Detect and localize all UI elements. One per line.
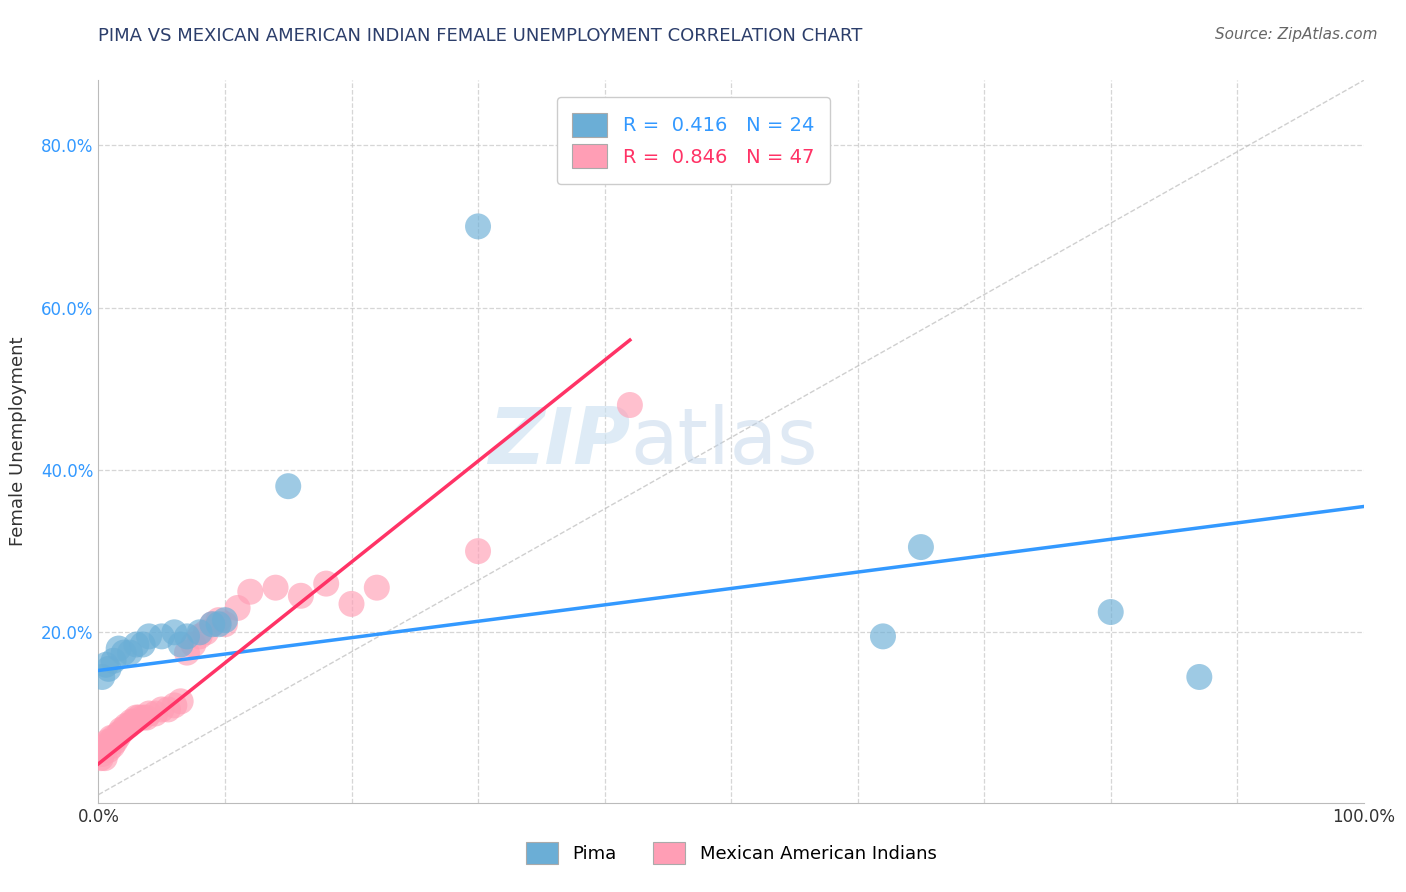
Point <box>1099 605 1122 619</box>
Point <box>201 617 224 632</box>
Point <box>115 719 138 733</box>
Point <box>264 581 287 595</box>
Point <box>910 540 932 554</box>
Point <box>163 625 186 640</box>
Point <box>1188 670 1211 684</box>
Point <box>112 646 135 660</box>
Point <box>208 617 231 632</box>
Point <box>125 638 148 652</box>
Point <box>97 743 120 757</box>
Point <box>118 719 141 733</box>
Text: ZIP: ZIP <box>488 403 630 480</box>
Point <box>872 629 894 643</box>
Point <box>239 584 262 599</box>
Point <box>176 629 198 643</box>
Point <box>163 698 186 713</box>
Point <box>98 735 121 749</box>
Point <box>107 641 129 656</box>
Point <box>93 751 117 765</box>
Point <box>107 727 129 741</box>
Point <box>201 617 224 632</box>
Point <box>150 702 173 716</box>
Point <box>214 613 236 627</box>
Point <box>128 710 150 724</box>
Point <box>104 735 127 749</box>
Point <box>619 398 641 412</box>
Point <box>214 617 236 632</box>
Point <box>226 601 249 615</box>
Point <box>101 739 124 753</box>
Point <box>315 576 337 591</box>
Point <box>340 597 363 611</box>
Point <box>194 625 218 640</box>
Point <box>290 589 312 603</box>
Point <box>467 219 489 234</box>
Point <box>103 731 125 745</box>
Text: atlas: atlas <box>630 403 817 480</box>
Point <box>208 613 231 627</box>
Point <box>467 544 489 558</box>
Point <box>157 702 180 716</box>
Point <box>93 743 115 757</box>
Point <box>120 714 142 729</box>
Point <box>183 638 205 652</box>
Point <box>150 629 173 643</box>
Point <box>122 714 145 729</box>
Point <box>91 670 114 684</box>
Point <box>138 629 160 643</box>
Point <box>176 646 198 660</box>
Point <box>94 739 117 753</box>
Point <box>277 479 299 493</box>
Point <box>132 710 155 724</box>
Text: Source: ZipAtlas.com: Source: ZipAtlas.com <box>1215 27 1378 42</box>
Point <box>125 710 148 724</box>
Point <box>108 727 131 741</box>
Point <box>169 694 191 708</box>
Y-axis label: Female Unemployment: Female Unemployment <box>10 337 27 546</box>
Legend: Pima, Mexican American Indians: Pima, Mexican American Indians <box>516 833 946 873</box>
Point <box>90 751 112 765</box>
Point <box>135 710 157 724</box>
Point <box>132 638 155 652</box>
Point <box>145 706 166 721</box>
Point <box>107 731 129 745</box>
Point <box>366 581 388 595</box>
Point <box>91 747 114 761</box>
Point <box>169 638 191 652</box>
Point <box>97 662 120 676</box>
Point <box>103 654 125 668</box>
Point <box>138 706 160 721</box>
Point <box>188 625 211 640</box>
Point <box>94 657 117 672</box>
Point <box>110 723 132 737</box>
Point <box>120 646 141 660</box>
Text: PIMA VS MEXICAN AMERICAN INDIAN FEMALE UNEMPLOYMENT CORRELATION CHART: PIMA VS MEXICAN AMERICAN INDIAN FEMALE U… <box>98 27 863 45</box>
Point <box>188 629 211 643</box>
Point <box>112 723 135 737</box>
Point <box>100 731 122 745</box>
Point <box>96 735 118 749</box>
